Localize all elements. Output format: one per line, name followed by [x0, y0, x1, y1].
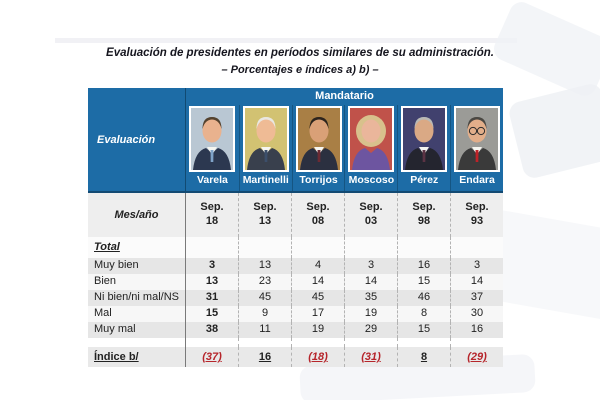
cell: [450, 237, 503, 258]
index-value-1: 16: [238, 347, 291, 367]
month-cell: Sep. 93: [450, 193, 503, 237]
month-year-row: Mes/año Sep. 18 Sep. 13 Sep. 08 Sep. 03 Sep.…: [88, 193, 503, 237]
cell: [238, 237, 291, 258]
cell: 15: [397, 322, 450, 338]
cell: [344, 237, 397, 258]
group-header-label: Mandatario: [315, 90, 374, 102]
cell: [185, 237, 238, 258]
month-cell: Sep. 08: [291, 193, 344, 237]
mandatario-group: Mandatario Varela: [185, 88, 503, 191]
row-label: Ni bien/ni mal/NS: [94, 291, 179, 303]
president-photo-torrijos: [295, 106, 342, 172]
cell: 11: [238, 322, 291, 338]
president-cells: Varela Martinelli: [186, 105, 503, 191]
data-row-mal: Mal 15 9 17 19 8 30: [88, 306, 503, 322]
index-value-0: (37): [185, 347, 238, 367]
cell: 19: [344, 306, 397, 322]
evaluation-table: Evaluación Mandatario: [88, 88, 503, 367]
cell: 3: [344, 258, 397, 274]
cell: 16: [450, 322, 503, 338]
cell: 14: [291, 274, 344, 290]
president-name: Martinelli: [242, 174, 289, 186]
index-row: Índice b/ (37) 16 (18) (31) 8 (29): [88, 347, 503, 367]
corner-label: Evaluación: [97, 133, 156, 146]
president-cell: Martinelli: [238, 105, 292, 191]
month-cell: Sep. 13: [238, 193, 291, 237]
cell: 8: [397, 306, 450, 322]
index-value-4: 8: [397, 347, 450, 367]
cell: 9: [238, 306, 291, 322]
data-row-ni-bien-ni-mal: Ni bien/ni mal/NS 31 45 45 35 46 37: [88, 290, 503, 306]
cell: 3: [450, 258, 503, 274]
cell: 13: [238, 258, 291, 274]
row-label: Muy mal: [94, 323, 136, 335]
table-title: Evaluación de presidentes en períodos si…: [106, 47, 494, 59]
data-row-muy-mal: Muy mal 38 11 19 29 15 16: [88, 322, 503, 338]
row-label: Bien: [94, 275, 117, 287]
president-cell: Torrijos: [291, 105, 345, 191]
president-cell: Varela: [186, 105, 239, 191]
data-row-muy-bien: Muy bien 3 13 4 3 16 3: [88, 258, 503, 274]
president-photo-endara: [454, 106, 501, 172]
president-name: Endara: [459, 174, 495, 186]
cell: [291, 237, 344, 258]
index-value-3: (31): [344, 347, 397, 367]
cell: 19: [291, 322, 344, 338]
row-label: Total: [94, 241, 120, 253]
president-name: Moscoso: [348, 174, 395, 186]
president-photo-moscoso: [348, 106, 395, 172]
cell: [397, 237, 450, 258]
cell: 17: [291, 306, 344, 322]
cell: 29: [344, 322, 397, 338]
cell: 4: [291, 258, 344, 274]
month-cell: Sep. 98: [397, 193, 450, 237]
cell: 37: [450, 290, 503, 306]
index-value-5: (29): [450, 347, 503, 367]
table-header: Evaluación Mandatario: [88, 88, 503, 193]
cell: 31: [185, 290, 238, 306]
president-cell: Pérez: [397, 105, 450, 191]
president-photo-varela: [189, 106, 236, 172]
cell: 14: [450, 274, 503, 290]
total-row: Total: [88, 237, 503, 258]
president-name: Torrijos: [299, 174, 338, 186]
president-photo-perez: [401, 106, 448, 172]
president-name: Pérez: [410, 174, 439, 186]
president-cell: Endara: [450, 105, 503, 191]
row-label: Mes/año: [114, 209, 159, 221]
cell: 16: [397, 258, 450, 274]
row-label: Muy bien: [94, 259, 139, 271]
cell: 3: [185, 258, 238, 274]
scan-artifact-band: [55, 38, 517, 43]
data-row-bien: Bien 13 23 14 14 15 14: [88, 274, 503, 290]
month-cell: Sep. 18: [185, 193, 238, 237]
cell: 13: [185, 274, 238, 290]
table-subtitle: – Porcentajes e índices a) b) –: [221, 64, 379, 76]
watermark: [506, 81, 600, 181]
row-label: Mal: [94, 307, 112, 319]
cell: 23: [238, 274, 291, 290]
corner-cell: Evaluación: [88, 88, 185, 191]
index-value-2: (18): [291, 347, 344, 367]
president-cell: Moscoso: [344, 105, 397, 191]
cell: 30: [450, 306, 503, 322]
president-photo-martinelli: [242, 106, 289, 172]
cell: 38: [185, 322, 238, 338]
president-name: Varela: [196, 174, 228, 186]
spacer-row: [88, 338, 503, 347]
row-label: Índice b/: [94, 351, 139, 363]
cell: 14: [344, 274, 397, 290]
cell: 35: [344, 290, 397, 306]
month-cell: Sep. 03: [344, 193, 397, 237]
cell: 15: [397, 274, 450, 290]
cell: 46: [397, 290, 450, 306]
cell: 45: [291, 290, 344, 306]
cell: 15: [185, 306, 238, 322]
cell: 45: [238, 290, 291, 306]
